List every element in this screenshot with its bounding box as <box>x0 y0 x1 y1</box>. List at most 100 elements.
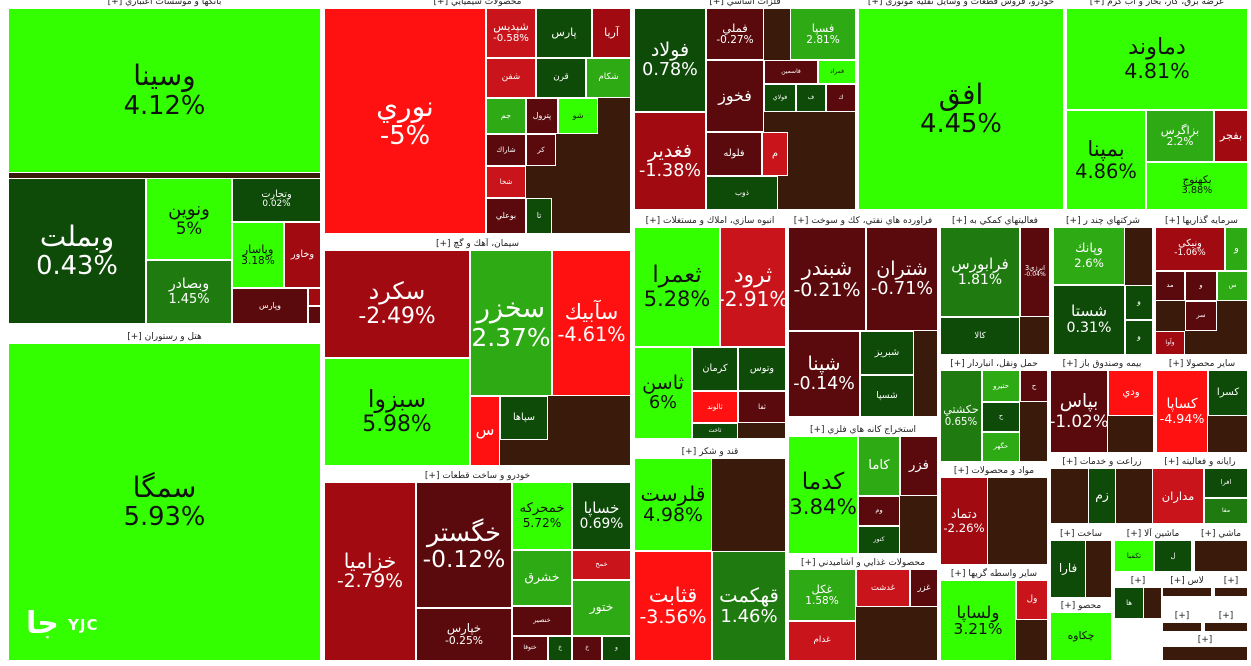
stock-tile[interactable]: وپاسار 3.18% <box>232 222 284 288</box>
stock-tile[interactable]: و <box>1125 285 1153 320</box>
stock-tile[interactable]: ثفا <box>738 391 786 423</box>
stock-tile[interactable]: شكام <box>586 58 631 98</box>
stock-tile[interactable]: غدام <box>788 621 856 661</box>
stock-tile[interactable]: بپاس -1.02% <box>1050 370 1108 453</box>
stock-tile[interactable]: كسرا <box>1208 370 1248 416</box>
stock-tile[interactable]: پترول <box>526 98 558 134</box>
stock-tile[interactable]: ختوقا <box>512 636 548 661</box>
sector-header[interactable]: فراورده هاي نفتي، كك و سوخت [+] <box>788 215 938 227</box>
sector-header[interactable]: ساخت [+] <box>1050 528 1112 540</box>
stock-tile[interactable]: بوعلي <box>486 198 526 234</box>
stock-tile[interactable]: حتيرو <box>982 370 1020 402</box>
stock-tile[interactable]: خمحركه 5.72% <box>512 482 572 550</box>
stock-tile[interactable]: سبزوا 5.98% <box>324 358 470 466</box>
stock-tile[interactable]: ثاخت <box>692 423 738 439</box>
stock-tile[interactable]: افرا <box>1204 468 1248 498</box>
stock-tile[interactable]: شفن <box>486 58 536 98</box>
stock-tile[interactable]: دماوند 4.81% <box>1066 8 1248 110</box>
stock-tile[interactable]: ثاسن 6% <box>634 347 692 439</box>
sector-header[interactable]: زراعت و خدمات [+] <box>1050 456 1154 468</box>
sector-header[interactable]: رايانه و فعاليته [+] <box>1152 456 1248 468</box>
stock-tile[interactable]: ودي <box>1108 370 1154 416</box>
sector-header[interactable]: لاس [+] <box>1162 575 1212 587</box>
sector-header[interactable]: محصولات شيميايي [+] <box>324 0 631 8</box>
stock-tile[interactable]: خشرق <box>512 550 572 606</box>
stock-tile[interactable]: شسپا <box>860 375 914 417</box>
sector-header[interactable]: [+] <box>1162 634 1248 646</box>
stock-tile[interactable]: فملي -0.27% <box>706 8 764 60</box>
sector-header[interactable]: ماشي [+] <box>1194 528 1248 540</box>
stock-tile[interactable]: كرمان <box>692 347 738 391</box>
stock-tile[interactable]: ذوب <box>706 176 778 210</box>
stock-tile[interactable]: سپاها <box>500 396 548 440</box>
stock-tile[interactable] <box>308 306 321 324</box>
stock-tile[interactable]: قرن <box>536 58 586 98</box>
sector-header[interactable]: استخراج كانه هاي فلزي [+] <box>788 424 938 436</box>
stock-tile[interactable]: وبصادر 1.45% <box>146 260 232 324</box>
stock-tile[interactable]: شپديس -0.58% <box>486 8 536 58</box>
stock-tile[interactable]: كنور <box>858 526 900 554</box>
stock-tile[interactable]: حگهر <box>982 432 1020 462</box>
stock-tile[interactable]: ح <box>982 402 1020 432</box>
stock-tile[interactable]: سر <box>1185 301 1217 331</box>
stock-tile[interactable]: وخاور <box>284 222 321 288</box>
stock-tile[interactable]: ثعمرا 5.28% <box>634 227 720 347</box>
stock-tile[interactable]: ولساپا 3.21% <box>940 580 1016 661</box>
stock-tile[interactable]: دتماد -2.26% <box>940 477 988 565</box>
stock-tile[interactable]: ونوين 5% <box>146 178 232 260</box>
stock-tile[interactable]: شتران -0.71% <box>866 227 938 331</box>
stock-tile[interactable]: خنصير <box>512 606 572 636</box>
stock-tile[interactable]: خپارس -0.25% <box>416 608 512 661</box>
stock-tile[interactable] <box>308 288 321 306</box>
stock-tile[interactable]: شبريز <box>860 331 914 375</box>
stock-tile[interactable]: قهكمت 1.46% <box>712 551 786 661</box>
stock-tile[interactable]: فولاي <box>764 84 796 112</box>
stock-tile[interactable]: كدما 3.84% <box>788 436 858 554</box>
stock-tile[interactable]: نوري -5% <box>324 8 486 234</box>
sector-header[interactable]: شركتهاي چند ر [+] <box>1053 215 1153 227</box>
stock-tile[interactable]: وسينا 4.12% <box>8 8 321 173</box>
stock-tile[interactable]: ح <box>1020 370 1048 402</box>
stock-tile[interactable]: س <box>470 396 500 466</box>
stock-tile[interactable]: جم <box>486 98 526 134</box>
stock-tile[interactable]: مد <box>1155 271 1185 301</box>
sector-header[interactable]: فعاليتهاي كمكي به [+] <box>940 215 1050 227</box>
stock-tile[interactable]: م <box>762 132 788 176</box>
sector-header[interactable]: سرمايه گذاريها [+] <box>1155 215 1248 227</box>
stock-tile[interactable]: شستا 0.31% <box>1053 285 1125 355</box>
stock-tile[interactable]: كالا <box>940 317 1020 355</box>
stock-tile[interactable]: وآوا <box>1155 331 1185 355</box>
stock-tile[interactable]: فمراد <box>818 60 856 84</box>
stock-tile[interactable]: كساپا -4.94% <box>1156 370 1208 453</box>
stock-tile[interactable]: شخا <box>486 166 526 198</box>
stock-tile[interactable]: كر <box>526 134 556 166</box>
stock-tile[interactable]: آريا <box>592 8 631 58</box>
stock-tile[interactable]: خگستر -0.12% <box>416 482 512 608</box>
stock-tile[interactable]: و <box>1225 227 1248 271</box>
sector-header[interactable]: محصو [+] <box>1050 600 1112 612</box>
stock-tile[interactable]: فارا <box>1050 540 1086 598</box>
stock-tile[interactable]: بكهنوج 3.88% <box>1146 162 1248 210</box>
stock-tile[interactable]: ها <box>1114 587 1144 619</box>
sector-header[interactable]: انبوه سازي، املاك و مستغلات [+] <box>634 215 786 227</box>
stock-tile[interactable]: ثالوند <box>692 391 738 423</box>
sector-header[interactable]: عرضه برق، گاز، بخار و آب گرم [+] <box>1066 0 1248 8</box>
stock-tile[interactable]: وپارس <box>232 288 308 324</box>
sector-header[interactable]: خودرو و ساخت قطعات [+] <box>324 470 631 482</box>
sector-header[interactable]: بانکها و موسسات اعتباري [+] <box>8 0 321 8</box>
stock-tile[interactable]: خ <box>572 636 602 661</box>
stock-tile[interactable]: مداران <box>1152 468 1204 524</box>
sector-header[interactable]: بيمه وصندوق باز [+] <box>1050 358 1154 370</box>
stock-tile[interactable]: غكل 1.58% <box>788 569 856 621</box>
stock-tile[interactable]: زم <box>1088 468 1116 524</box>
sector-header[interactable]: [+] <box>1114 575 1162 587</box>
stock-tile[interactable]: قلرست 4.98% <box>634 458 712 551</box>
stock-tile[interactable]: ثرود -2.91% <box>720 227 786 347</box>
sector-header[interactable]: هتل و رستوران [+] <box>8 331 321 343</box>
stock-tile[interactable]: فلوله <box>706 132 762 176</box>
sector-header[interactable]: [+] <box>1204 610 1248 622</box>
stock-tile[interactable]: كاما <box>858 436 900 496</box>
stock-tile[interactable]: غزر <box>910 569 938 607</box>
stock-tile[interactable]: پارس <box>536 8 592 58</box>
stock-tile[interactable]: خمح <box>572 550 631 580</box>
